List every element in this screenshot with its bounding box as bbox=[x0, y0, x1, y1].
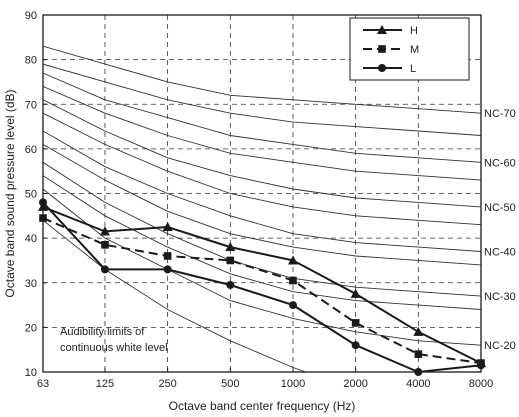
circle-marker bbox=[351, 341, 360, 350]
nc-curve-label: NC-40 bbox=[484, 247, 516, 259]
square-marker bbox=[351, 319, 360, 327]
y-tick-label: 80 bbox=[25, 55, 37, 67]
legend-label: H bbox=[410, 25, 418, 37]
nc-curve bbox=[43, 130, 481, 252]
nc-curve-label: NC-70 bbox=[484, 108, 516, 120]
triangle-marker bbox=[225, 242, 236, 252]
nc-curve bbox=[43, 188, 481, 346]
x-axis-title: Octave band center frequency (Hz) bbox=[169, 399, 356, 413]
legend-label: L bbox=[410, 63, 416, 75]
x-tick-label: 4000 bbox=[406, 378, 430, 390]
circle-marker bbox=[100, 265, 109, 274]
square-marker bbox=[378, 45, 386, 53]
series-line bbox=[42, 217, 482, 365]
square-marker bbox=[101, 241, 109, 249]
x-tick-label: 125 bbox=[96, 378, 114, 390]
nc-curve-label: NC-30 bbox=[484, 291, 516, 303]
nc-curve bbox=[43, 161, 481, 297]
triangle-marker bbox=[377, 25, 387, 34]
legend-label: M bbox=[410, 44, 419, 56]
nc-curve bbox=[43, 144, 481, 266]
series-line bbox=[42, 205, 482, 364]
y-tick-label: 10 bbox=[25, 367, 37, 379]
triangle-marker bbox=[350, 288, 361, 298]
y-tick-label: 50 bbox=[25, 189, 37, 201]
y-tick-label: 20 bbox=[25, 322, 37, 334]
nc-curve bbox=[43, 175, 481, 310]
y-tick-label: 40 bbox=[25, 233, 37, 245]
nc-curve bbox=[43, 45, 481, 114]
nc-curve bbox=[43, 85, 481, 181]
square-marker bbox=[289, 276, 297, 285]
square-marker bbox=[226, 256, 235, 265]
circle-marker bbox=[288, 301, 297, 310]
nc-curves bbox=[43, 45, 481, 372]
x-tick-label: 63 bbox=[37, 378, 49, 390]
x-tick-label: 1000 bbox=[281, 378, 305, 390]
nc-curve bbox=[43, 99, 481, 208]
audibility-annotation: Audibility limits of continuous white lev… bbox=[60, 326, 168, 354]
nc-curve bbox=[43, 63, 481, 136]
y-tick-label: 90 bbox=[25, 10, 37, 22]
x-tick-label: 250 bbox=[158, 378, 176, 390]
nc-curve-label: NC-20 bbox=[484, 340, 516, 352]
x-tick-label: 500 bbox=[221, 378, 239, 390]
circle-marker bbox=[378, 64, 386, 72]
annotation-line: continuous white level bbox=[60, 342, 168, 354]
triangle-marker bbox=[287, 255, 298, 265]
y-tick-label: 30 bbox=[25, 278, 37, 290]
x-tick-label: 2000 bbox=[343, 378, 367, 390]
square-marker bbox=[414, 350, 423, 358]
triangle-marker bbox=[162, 221, 173, 231]
annotation-line: Audibility limits of bbox=[60, 326, 145, 338]
y-tick-label: 60 bbox=[25, 144, 37, 156]
series-line bbox=[42, 201, 482, 374]
x-tick-label: 8000 bbox=[469, 378, 493, 390]
nc-curve bbox=[43, 112, 481, 226]
audibility-curve bbox=[43, 219, 307, 372]
nc-curve-label: NC-50 bbox=[484, 202, 516, 214]
nc-curve bbox=[43, 72, 481, 163]
triangle-marker bbox=[99, 226, 110, 236]
y-tick-label: 70 bbox=[25, 99, 37, 111]
triangle-marker bbox=[413, 326, 424, 336]
nc-curve-label: NC-60 bbox=[484, 157, 516, 169]
circle-marker bbox=[163, 265, 172, 274]
square-marker bbox=[163, 252, 172, 260]
circle-marker bbox=[226, 280, 235, 289]
legend: HML bbox=[349, 17, 470, 81]
y-axis-title: Octave band sound pressure level (dB) bbox=[3, 89, 17, 297]
